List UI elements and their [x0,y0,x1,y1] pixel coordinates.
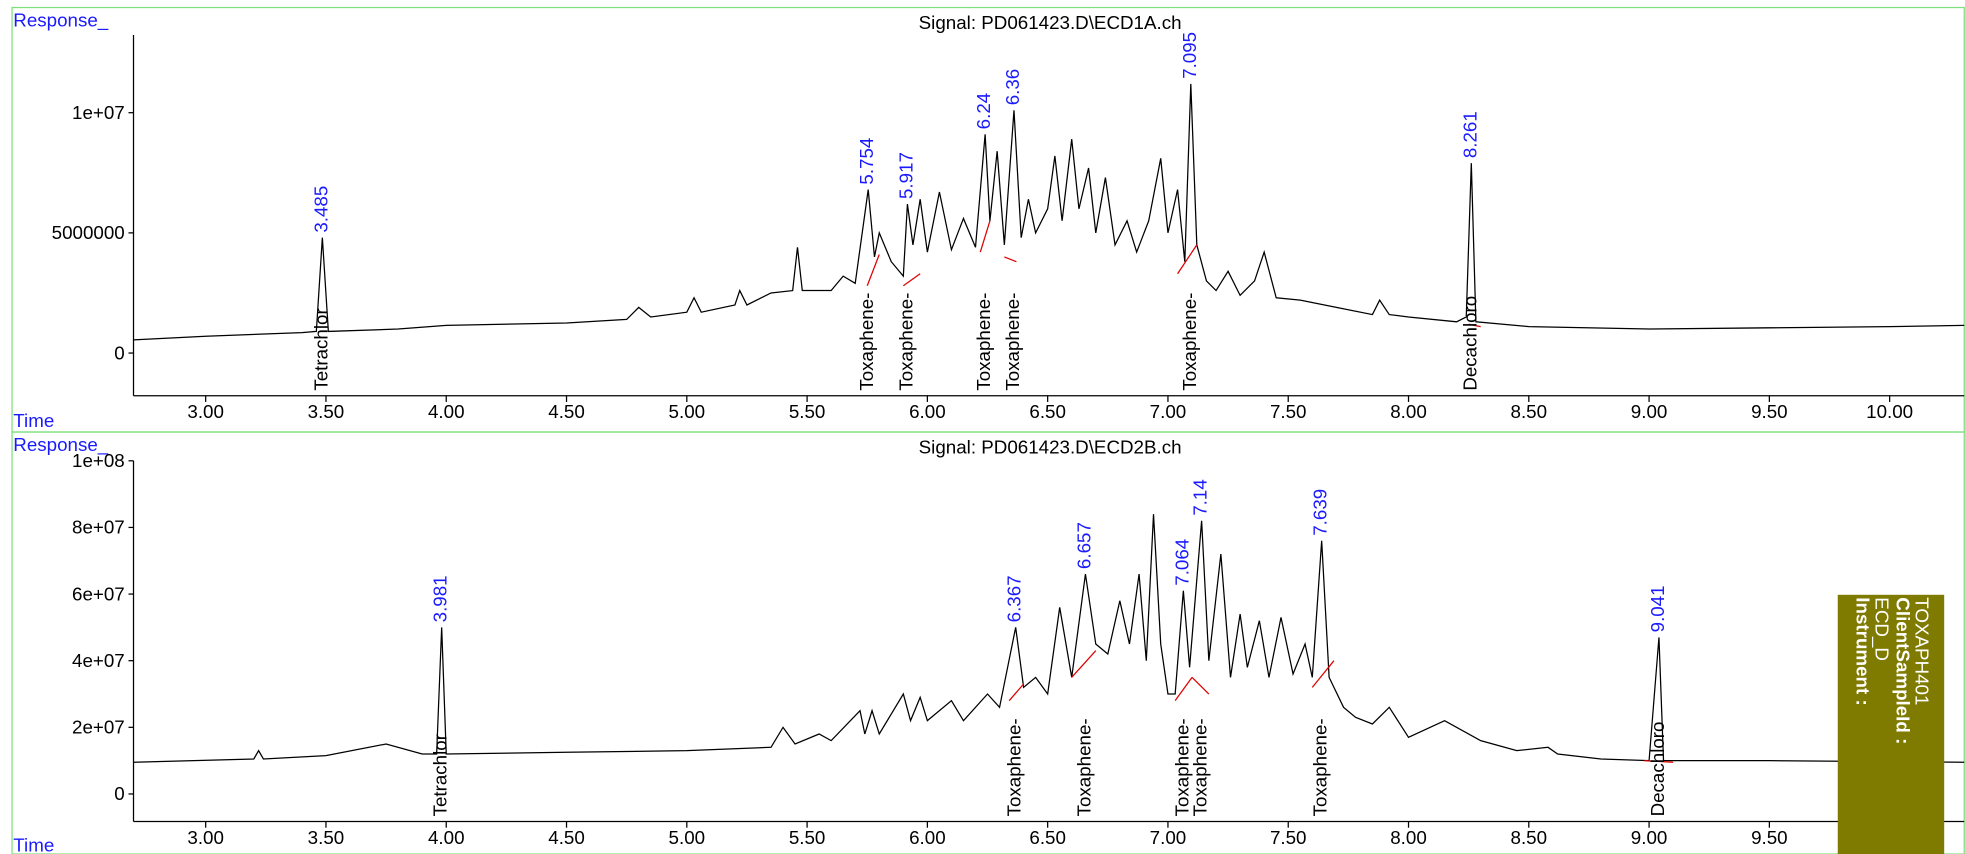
peak-retention-time: 6.36 [1002,69,1023,106]
integration-baseline [902,273,921,287]
peak-retention-time: 3.981 [430,575,451,622]
peak-compound-name: Decachloro [1647,722,1668,817]
integration-baseline [979,220,991,253]
x-tick-label: 8.00 [1390,827,1427,848]
peak-compound-name: Toxaphene- [856,293,877,391]
peak-retention-time: 9.041 [1647,585,1668,632]
panel-frame [11,431,1965,854]
x-tick-label: 8.50 [1511,827,1548,848]
peak-compound-name: Toxaphene- [1171,718,1192,816]
integration-baseline [1174,676,1193,702]
y-tick-label: 1e+08 [72,450,125,471]
integration-baseline [1004,256,1017,263]
integration-baseline [1311,660,1335,688]
peak-retention-time: 5.917 [895,152,916,199]
integration-baseline [1191,676,1210,695]
integration-baseline [1644,760,1674,763]
peak-compound-name: Toxaphene- [1002,293,1023,391]
peak-compound-name: Decachloro [1459,296,1480,391]
peak-retention-time: 7.064 [1171,539,1192,586]
integration-baseline [866,254,880,286]
side-panel-text: ECD_D [1870,597,1892,661]
signal-trace [133,514,1965,763]
y-tick-label: 1e+07 [72,102,125,123]
x-tick-label: 4.50 [548,401,585,422]
integration-baseline [1071,650,1097,678]
x-tick-label: 5.00 [669,827,706,848]
y-tick-label: 0 [114,783,124,804]
y-tick-label: 2e+07 [72,717,125,738]
x-tick-label: 7.00 [1150,401,1187,422]
y-tick-label: 8e+07 [72,517,125,538]
y-tick-label: 6e+07 [72,583,125,604]
x-tick-label: 4.00 [428,827,465,848]
y-axis-label: Response_ [13,434,109,456]
peak-compound-name: Toxaphene- [1179,293,1200,391]
side-panel-text: Instrument : [1853,597,1874,705]
peak-compound-name: Toxaphene- [895,293,916,391]
x-tick-label: 6.00 [909,401,946,422]
x-tick-label: 9.50 [1751,827,1788,848]
peak-retention-time: 5.754 [856,138,877,185]
x-tick-label: 7.50 [1270,401,1307,422]
x-tick-label: 10.00 [1866,401,1913,422]
chart-title: Signal: PD061423.D\ECD1A.ch [919,12,1182,33]
x-axis-label: Time [13,834,54,854]
x-tick-label: 7.50 [1270,827,1307,848]
peak-retention-time: 7.14 [1190,479,1211,516]
peak-compound-name: Toxaphene- [1190,718,1211,816]
peak-retention-time: 6.24 [973,93,994,130]
peak-retention-time: 7.095 [1179,32,1200,79]
y-axis-label: Response_ [13,9,109,31]
x-tick-label: 5.50 [789,401,826,422]
y-tick-label: 5000000 [52,222,125,243]
x-tick-label: 4.00 [428,401,465,422]
peak-compound-name: Toxaphene- [1310,718,1331,816]
x-tick-label: 6.00 [909,827,946,848]
x-tick-label: 7.00 [1150,827,1187,848]
x-tick-label: 9.00 [1631,401,1668,422]
x-axis-label: Time [13,410,54,431]
side-panel: Instrument :ECD_D ClientSampleId :TOXAPH4… [1837,594,1945,854]
peak-compound-name: Tetrachlor [310,308,331,390]
y-tick-label: 0 [114,342,124,363]
x-tick-label: 9.50 [1751,401,1788,422]
signal-trace [133,83,1965,341]
y-tick-label: 4e+07 [72,650,125,671]
peak-compound-name: Toxaphene- [1004,718,1025,816]
peak-retention-time: 8.261 [1459,111,1480,158]
x-tick-label: 3.00 [187,827,224,848]
x-tick-label: 4.50 [548,827,585,848]
peak-retention-time: 7.639 [1310,489,1331,536]
x-tick-label: 5.00 [669,401,706,422]
integration-baseline [1177,244,1198,275]
integration-baseline [1468,323,1481,328]
x-tick-label: 9.00 [1631,827,1668,848]
peak-compound-name: Tetrachlor [430,734,451,816]
peak-compound-name: Toxaphene- [973,293,994,391]
peak-retention-time: 6.367 [1004,575,1025,622]
side-panel-box [1837,594,1945,854]
x-tick-label: 8.00 [1390,401,1427,422]
peak-retention-time: 3.485 [310,186,331,233]
side-panel-text: TOXAPH401 [1911,597,1932,705]
x-tick-label: 3.00 [187,401,224,422]
integration-baseline [1008,683,1025,702]
peak-retention-time: 6.657 [1073,522,1094,569]
chart-title: Signal: PD061423.D\ECD2B.ch [919,436,1182,457]
x-tick-label: 8.50 [1511,401,1548,422]
side-panel-text: ClientSampleId : [1893,597,1914,744]
x-tick-label: 6.50 [1029,827,1066,848]
x-tick-label: 3.50 [308,401,345,422]
x-tick-label: 3.50 [308,827,345,848]
x-tick-label: 6.50 [1029,401,1066,422]
peak-compound-name: Toxaphene- [1073,718,1094,816]
x-tick-label: 5.50 [789,827,826,848]
